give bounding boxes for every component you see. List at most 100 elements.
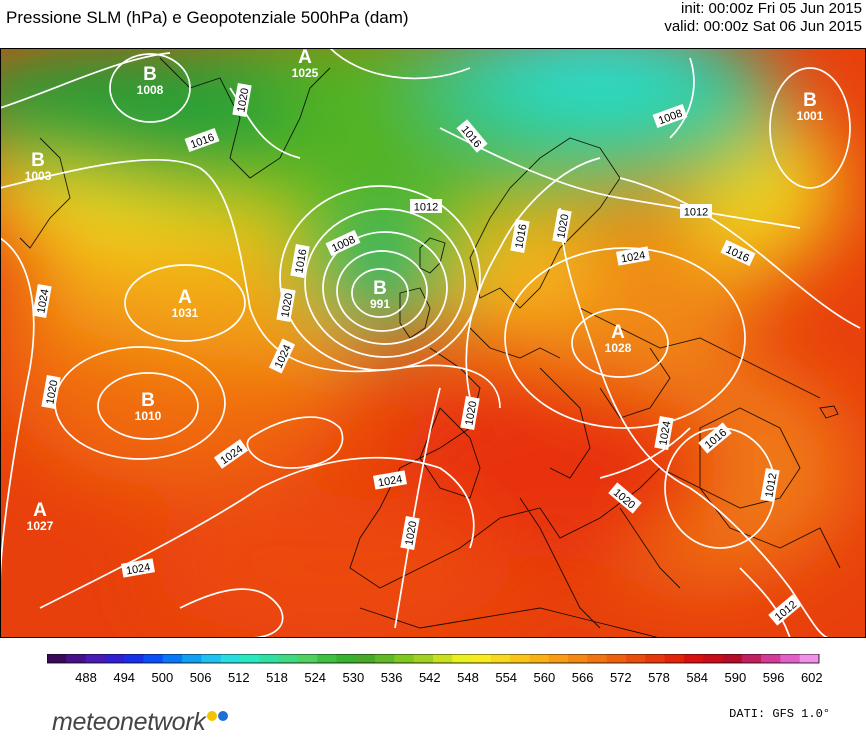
isobar-label: 1020 <box>400 516 420 550</box>
color-scale-label: 596 <box>763 670 785 685</box>
pressure-center-type: B <box>143 64 157 85</box>
color-scale-label: 488 <box>75 670 97 685</box>
isobar-label: 1024 <box>32 284 52 318</box>
pressure-center-value: 991 <box>370 297 390 311</box>
logo-dot-yellow <box>207 710 218 721</box>
isobar-value: 1020 <box>403 520 419 546</box>
color-scale-label: 602 <box>801 670 823 685</box>
isobar-label: 1024 <box>121 558 155 578</box>
geopotential-field <box>0 48 866 638</box>
isobar-label: 1024 <box>654 416 674 450</box>
pressure-center-type: B <box>141 390 155 411</box>
color-scale-label: 578 <box>648 670 670 685</box>
color-scale-swatch <box>278 654 299 663</box>
color-scale-swatch <box>471 654 492 663</box>
color-scale-swatch <box>201 654 222 663</box>
color-scale-swatch <box>162 654 183 663</box>
color-scale-label: 536 <box>381 670 403 685</box>
color-scale-label: 530 <box>343 670 365 685</box>
color-scale-swatch <box>143 654 164 663</box>
run-info: init: 00:00z Fri 05 Jun 2015 valid: 00:0… <box>664 0 862 36</box>
color-scale-swatch <box>683 654 704 663</box>
color-scale-swatch <box>626 654 646 663</box>
isobar-value: 1024 <box>377 473 403 489</box>
color-scale-swatch <box>664 654 685 663</box>
isobar-value: 1020 <box>235 87 251 113</box>
color-scale-swatch <box>182 654 202 663</box>
color-scale-swatch <box>220 654 241 663</box>
color-scale-swatch <box>568 654 588 663</box>
color-scale-swatch <box>703 654 723 663</box>
color-scale-swatch <box>606 654 627 663</box>
map-title: Pressione SLM (hPa) e Geopotenziale 500h… <box>6 8 409 27</box>
isobar-label: 1012 <box>760 468 780 502</box>
color-scale-label: 554 <box>495 670 517 685</box>
isobar-label: 1012 <box>410 199 442 214</box>
color-scale-label: 572 <box>610 670 632 685</box>
isobar-value: 1024 <box>620 249 646 265</box>
color-scale-label: 524 <box>304 670 326 685</box>
isobar-value: 1016 <box>513 223 529 249</box>
isobar-label: 1024 <box>373 470 407 490</box>
color-scale-label: 590 <box>725 670 747 685</box>
color-scale-swatch <box>240 654 260 663</box>
isobar-value: 1024 <box>657 420 673 446</box>
color-scale-swatch <box>375 654 395 663</box>
color-scale-swatch <box>336 654 357 663</box>
pressure-center-value: 1028 <box>605 341 632 355</box>
isobar-value: 1024 <box>35 288 51 314</box>
color-scale-swatch <box>85 654 106 663</box>
isobar-value: 1012 <box>684 207 708 219</box>
pressure-center-type: B <box>803 90 817 111</box>
color-scale-swatch <box>490 654 511 663</box>
isobar-value: 1020 <box>279 292 295 318</box>
color-scale-swatch <box>780 654 801 663</box>
color-scale-swatch <box>761 654 781 663</box>
color-scale-label: 566 <box>572 670 594 685</box>
isobar-label: 1020 <box>41 375 61 409</box>
logo-text: meteonetwork <box>52 708 206 736</box>
isobar-value: 1012 <box>414 202 438 214</box>
pressure-center-value: 1001 <box>797 109 824 123</box>
color-scale-label: 500 <box>152 670 174 685</box>
color-scale-swatch <box>47 654 67 663</box>
color-scale-swatch <box>645 654 666 663</box>
color-scale-swatch <box>297 654 318 663</box>
color-scale-swatch <box>452 654 473 663</box>
init-time: init: 00:00z Fri 05 Jun 2015 <box>681 0 862 17</box>
pressure-center-value: 1010 <box>135 409 162 423</box>
pressure-center-value: 1003 <box>25 169 52 183</box>
pressure-center-type: A <box>298 48 312 68</box>
pressure-center-value: 1025 <box>292 66 319 80</box>
isobar-label: 1020 <box>460 396 480 430</box>
pressure-center-type: B <box>31 150 45 171</box>
isobar-label: 1016 <box>290 244 310 278</box>
logo-dot-blue <box>218 710 229 721</box>
color-scale-swatch <box>394 654 415 663</box>
color-scale-label: 512 <box>228 670 250 685</box>
color-scale-swatch <box>510 654 530 663</box>
color-scale-swatch <box>104 654 125 663</box>
isobar-label: 1012 <box>680 204 712 219</box>
color-scale-swatch <box>548 654 569 663</box>
color-scale-swatch <box>66 654 87 663</box>
color-scale-label: 494 <box>113 670 135 685</box>
color-scale-label: 506 <box>190 670 212 685</box>
pressure-centers: B1008A1025B1003A1031B991B1010A1027A1028B… <box>25 48 824 533</box>
color-scale-swatch <box>799 654 820 663</box>
isobar-value: 1020 <box>555 213 571 239</box>
color-scale-swatches <box>47 654 820 664</box>
color-scale: 488 494 500 506 512 518 524 530 536 542 548 554 560 5… <box>47 654 823 685</box>
pressure-center-value: 1027 <box>27 519 54 533</box>
isobar-value: 1020 <box>463 400 479 426</box>
pressure-center-value: 1031 <box>172 306 199 320</box>
color-scale-swatch <box>587 654 608 663</box>
color-scale-swatch <box>413 654 434 663</box>
